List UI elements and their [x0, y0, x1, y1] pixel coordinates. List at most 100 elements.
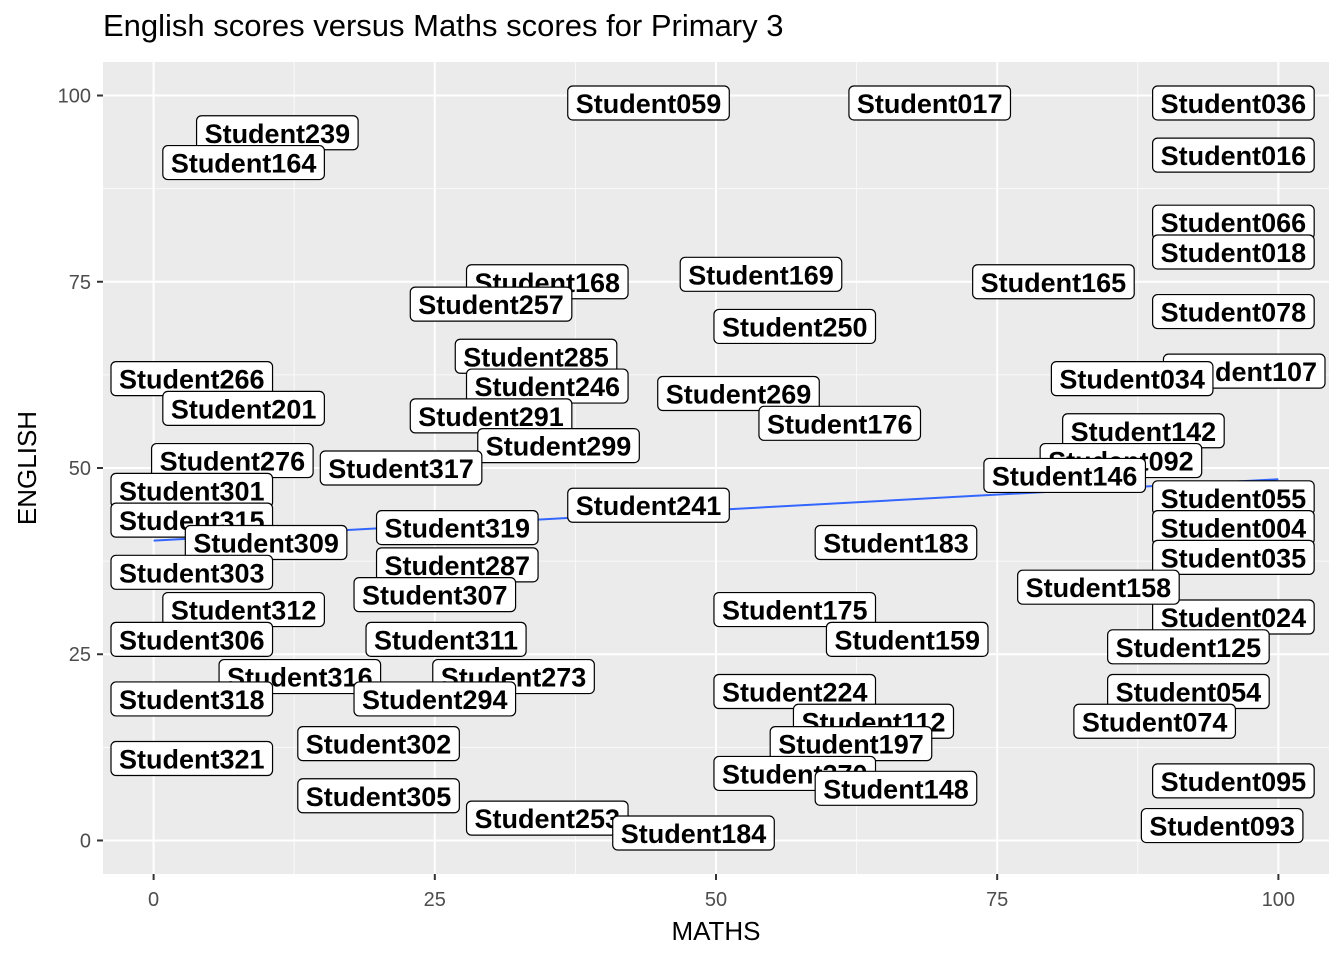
point-label: Student307 [353, 577, 517, 613]
x-tick-label: 25 [424, 889, 446, 911]
point-label-text: Student303 [119, 558, 265, 588]
point-label: Student299 [477, 428, 640, 464]
axis-ticks: 0 25 50 75 100 0 25 50 75 100 [58, 86, 1295, 911]
point-label-text: Student299 [486, 432, 632, 462]
point-label-box [713, 308, 877, 345]
point-label: Student018 [1152, 234, 1315, 270]
point-label-box [1140, 807, 1304, 844]
point-label-text: Student253 [475, 804, 621, 834]
point-label: Student287 [375, 547, 539, 583]
point-label: Student197 [769, 726, 933, 762]
point-label-text: Student302 [306, 730, 452, 760]
point-label-box [567, 85, 730, 121]
point-label-text: Student018 [1161, 238, 1307, 268]
point-label-text: Student169 [688, 260, 834, 290]
point-label: Student146 [983, 457, 1147, 494]
point-label-box [365, 621, 527, 657]
point-label-box [162, 390, 325, 427]
point-label-box [1152, 85, 1315, 121]
point-label: Student250 [713, 308, 877, 345]
point-label: Student269 [657, 375, 820, 412]
point-label: Student059 [567, 85, 730, 121]
point-label-box [1073, 703, 1237, 739]
point-label-text: Student318 [119, 685, 265, 715]
point-label-box [825, 621, 989, 657]
point-label: Student017 [848, 85, 1012, 121]
point-label-text: Student165 [981, 268, 1127, 298]
y-axis-title: ENGLISH [12, 411, 42, 525]
point-label: Student148 [814, 770, 978, 806]
point-label-box [162, 144, 325, 181]
point-label-text: Student321 [119, 745, 265, 775]
point-label-text: Student016 [1161, 141, 1307, 171]
point-label-text: Student035 [1161, 543, 1307, 573]
point-label: Student239 [195, 115, 359, 151]
point-label: Student241 [567, 487, 730, 523]
point-label: Student169 [679, 256, 843, 292]
point-label-text: Student301 [119, 476, 265, 506]
point-label-text: Student184 [621, 819, 767, 849]
point-label-box [1152, 137, 1315, 173]
point-label-text: Student036 [1161, 89, 1307, 119]
point-label-text: Student241 [576, 491, 722, 521]
point-label-box [1152, 293, 1315, 330]
point-label-text: Student074 [1082, 707, 1228, 737]
point-label-box [110, 740, 274, 777]
point-label: Student159 [825, 621, 989, 657]
point-label-text: Student093 [1149, 812, 1295, 842]
point-label-text: Student319 [385, 514, 531, 544]
point-label: Student024 [1152, 599, 1315, 635]
point-label-text: Student176 [767, 409, 913, 439]
y-tick-label: 25 [69, 644, 91, 666]
point-label-text: Student004 [1161, 514, 1307, 544]
point-label-box [713, 591, 877, 628]
point-label-text: Student055 [1161, 484, 1307, 514]
point-label: Student311 [365, 621, 527, 657]
point-label: Student321 [110, 740, 274, 777]
point-label-box [972, 264, 1135, 300]
point-label-text: Student287 [385, 551, 531, 581]
point-label: Student074 [1073, 703, 1237, 739]
chart-title: English scores versus Maths scores for P… [103, 8, 784, 43]
point-label-text: Student017 [857, 89, 1003, 119]
point-label: Student309 [184, 524, 348, 561]
point-label-text: Student197 [778, 730, 924, 760]
x-tick-label: 0 [148, 889, 159, 911]
point-label: Student034 [1050, 361, 1214, 397]
x-tick-label: 75 [986, 889, 1008, 911]
point-label-text: Student305 [306, 782, 452, 812]
point-label: Student035 [1152, 539, 1315, 575]
point-label-text: Student224 [722, 677, 868, 707]
point-label-box [1107, 629, 1270, 665]
point-label-box [983, 457, 1147, 494]
point-label-text: Student311 [374, 625, 518, 655]
point-label-text: Student307 [362, 581, 508, 611]
point-label-box [1050, 361, 1214, 397]
point-label: Student253 [465, 800, 629, 836]
point-label-text: Student034 [1059, 365, 1205, 395]
point-label-text: Student148 [823, 774, 969, 804]
point-label: Student036 [1152, 85, 1315, 121]
point-label-text: Student142 [1071, 417, 1217, 447]
x-axis-title: MATHS [671, 916, 760, 946]
point-label: Student164 [162, 144, 325, 181]
point-label-box [319, 450, 483, 486]
point-label-text: Student269 [666, 380, 812, 410]
point-label: Student302 [297, 726, 460, 762]
point-label-text: Student054 [1116, 677, 1262, 707]
point-label: Student301 [110, 472, 274, 508]
point-label-text: Student285 [463, 342, 609, 372]
point-label-box [353, 681, 517, 717]
point-label: Student257 [409, 286, 573, 322]
point-label: Student175 [713, 591, 877, 628]
point-label-box [679, 256, 843, 292]
point-label-box [848, 85, 1012, 121]
point-label-text: Student175 [722, 596, 868, 626]
point-label: Student095 [1152, 763, 1315, 799]
point-label-text: Student257 [418, 290, 564, 320]
point-label-text: Student266 [119, 365, 265, 395]
point-label-box [409, 286, 573, 322]
point-label: Student305 [297, 778, 460, 814]
point-label: Student184 [612, 815, 775, 851]
